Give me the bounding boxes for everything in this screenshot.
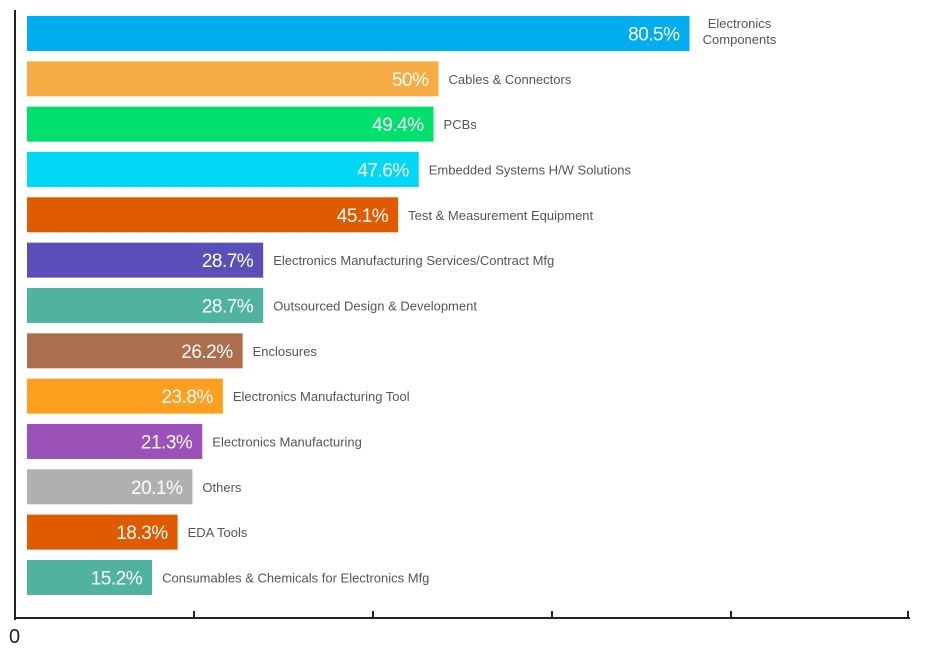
bar-value-label: 21.3% — [141, 432, 193, 453]
bar — [27, 378, 223, 414]
x-tick-label: 0 — [9, 626, 20, 648]
category-label: Embedded Systems H/W Solutions — [429, 162, 632, 177]
bar-value-label: 50% — [392, 70, 429, 91]
bar — [27, 423, 203, 459]
category-label: Others — [202, 480, 242, 495]
bar-value-label: 28.7% — [202, 296, 254, 317]
category-label: Outsourced Design & Development — [273, 298, 477, 313]
category-label: Consumables & Chemicals for Electronics … — [162, 570, 429, 585]
bar — [27, 151, 419, 187]
category-label: PCBs — [444, 117, 478, 132]
bar — [27, 514, 178, 550]
category-label: Components — [703, 32, 777, 47]
bar-value-label: 26.2% — [181, 342, 233, 363]
bar-value-label: 20.1% — [131, 478, 183, 499]
bar-value-label: 15.2% — [91, 568, 143, 589]
category-label: Electronics Manufacturing — [212, 434, 362, 449]
bar — [27, 197, 399, 233]
bar-value-label: 45.1% — [337, 206, 389, 227]
bar-value-label: 28.7% — [202, 251, 254, 272]
bar-value-label: 80.5% — [628, 25, 680, 46]
bar-value-label: 23.8% — [161, 387, 213, 408]
category-label: Test & Measurement Equipment — [408, 208, 593, 223]
x-axis-ticks — [193, 611, 909, 618]
category-label: Electronics Manufacturing Services/Contr… — [273, 253, 554, 268]
category-label: Cables & Connectors — [449, 72, 572, 87]
category-label: Enclosures — [253, 344, 318, 359]
bar — [27, 287, 264, 323]
bar — [27, 242, 264, 278]
category-label: Electronics — [708, 16, 772, 31]
bar — [27, 333, 243, 369]
bar-value-label: 18.3% — [116, 523, 168, 544]
bar — [27, 469, 193, 505]
bar-value-label: 47.6% — [357, 160, 409, 181]
bar-value-label: 49.4% — [372, 115, 424, 136]
bar — [27, 61, 439, 97]
category-label: Electronics Manufacturing Tool — [233, 389, 410, 404]
bar — [27, 106, 434, 142]
bar — [27, 559, 153, 595]
category-label: EDA Tools — [188, 525, 248, 540]
bar — [27, 16, 690, 51]
